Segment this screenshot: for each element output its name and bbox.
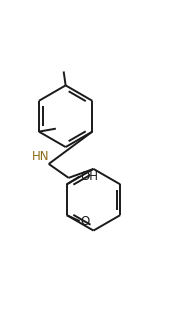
Text: O: O <box>81 215 90 228</box>
Text: OH: OH <box>81 170 99 183</box>
Text: HN: HN <box>32 150 50 163</box>
